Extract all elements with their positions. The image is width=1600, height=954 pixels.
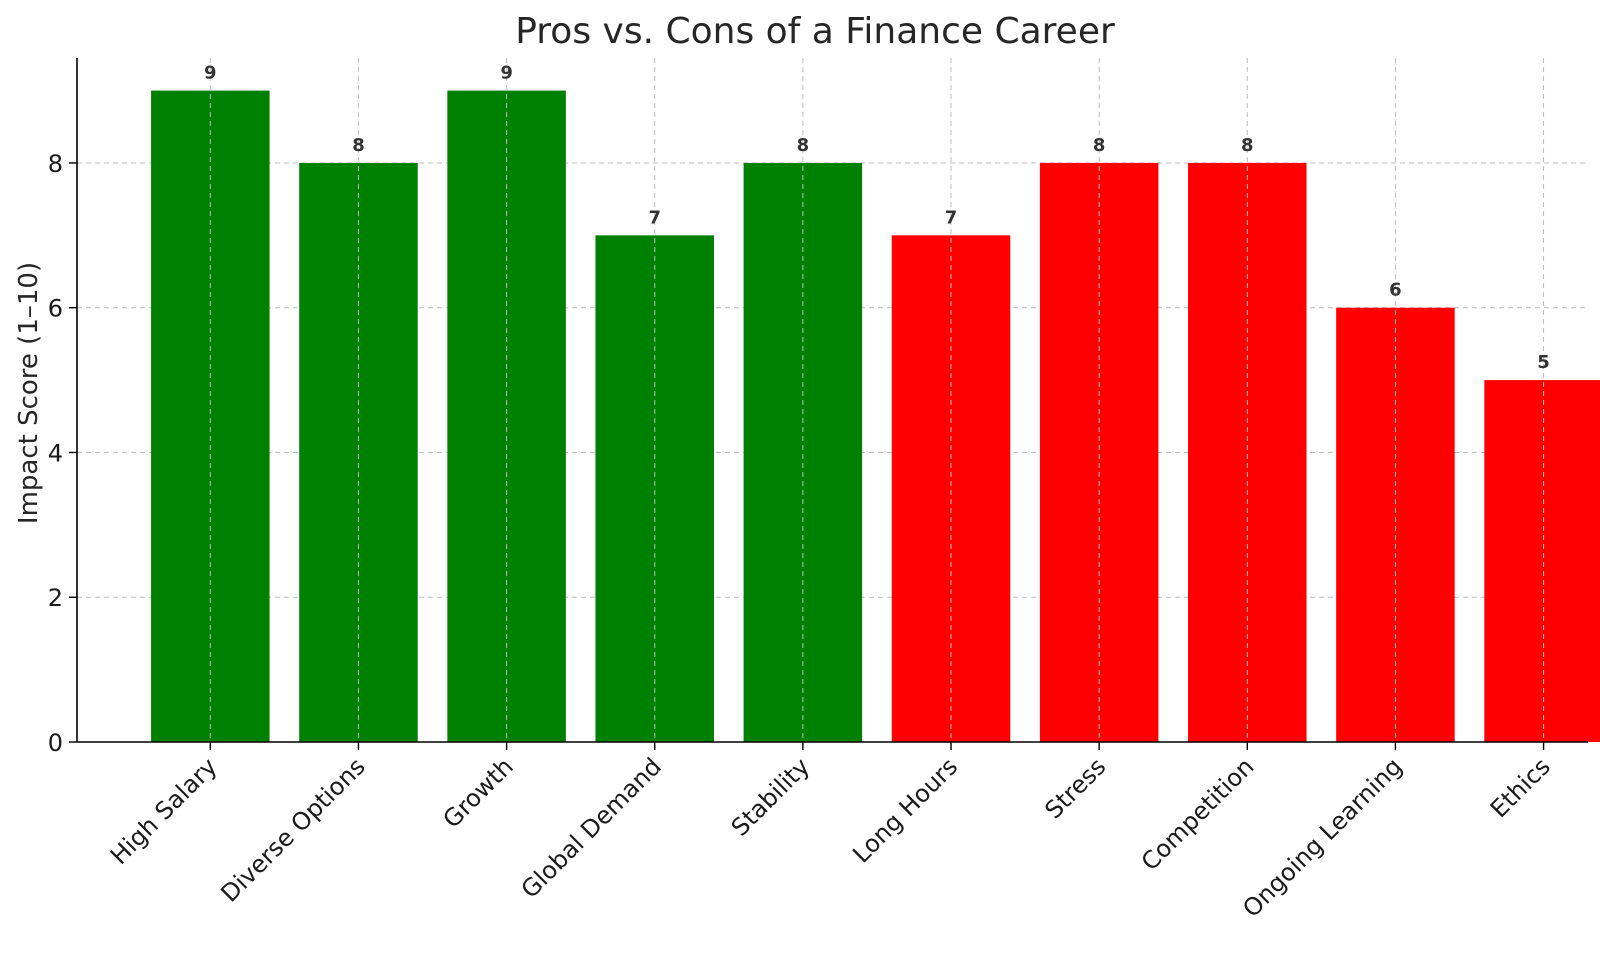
- y-axis-label: Impact Score (1–10): [14, 262, 44, 524]
- data-label: 7: [945, 207, 958, 228]
- data-label: 5: [1537, 352, 1550, 373]
- chart-title: Pros vs. Cons of a Finance Career: [515, 11, 1115, 52]
- data-label: 6: [1389, 280, 1402, 301]
- y-tick-label: 6: [48, 295, 63, 323]
- y-tick-label: 2: [48, 584, 63, 612]
- x-tick-label: Ethics: [1485, 752, 1556, 823]
- data-label: 8: [797, 135, 810, 156]
- bar: [1484, 380, 1600, 742]
- data-label: 8: [1093, 135, 1106, 156]
- bar: [151, 90, 270, 743]
- bar: [447, 90, 566, 743]
- data-labels: 9 8 9 7 8 7 8 8 6 5: [204, 58, 1550, 742]
- x-tick-label: Stress: [1039, 752, 1111, 824]
- x-tick-label: Ongoing Learning: [1237, 752, 1407, 922]
- x-tick-label: Global Demand: [516, 752, 667, 903]
- x-tick-label: Competition: [1136, 752, 1260, 876]
- y-tick-label: 0: [48, 729, 63, 757]
- x-tick-label: High Salary: [105, 752, 223, 870]
- bar: [1336, 307, 1455, 742]
- x-tick-label: Diverse Options: [216, 752, 371, 907]
- x-tick-label: Stability: [726, 752, 815, 841]
- y-tick-label: 8: [48, 150, 63, 178]
- data-label: 7: [648, 207, 661, 228]
- data-label: 8: [1241, 135, 1254, 156]
- data-label: 9: [500, 63, 513, 84]
- data-label: 8: [352, 135, 365, 156]
- x-tick-label: Long Hours: [847, 752, 963, 868]
- data-label: 9: [204, 63, 217, 84]
- bars: [151, 90, 1600, 743]
- x-tick-label: Growth: [438, 752, 519, 833]
- y-tick-label: 4: [48, 439, 63, 467]
